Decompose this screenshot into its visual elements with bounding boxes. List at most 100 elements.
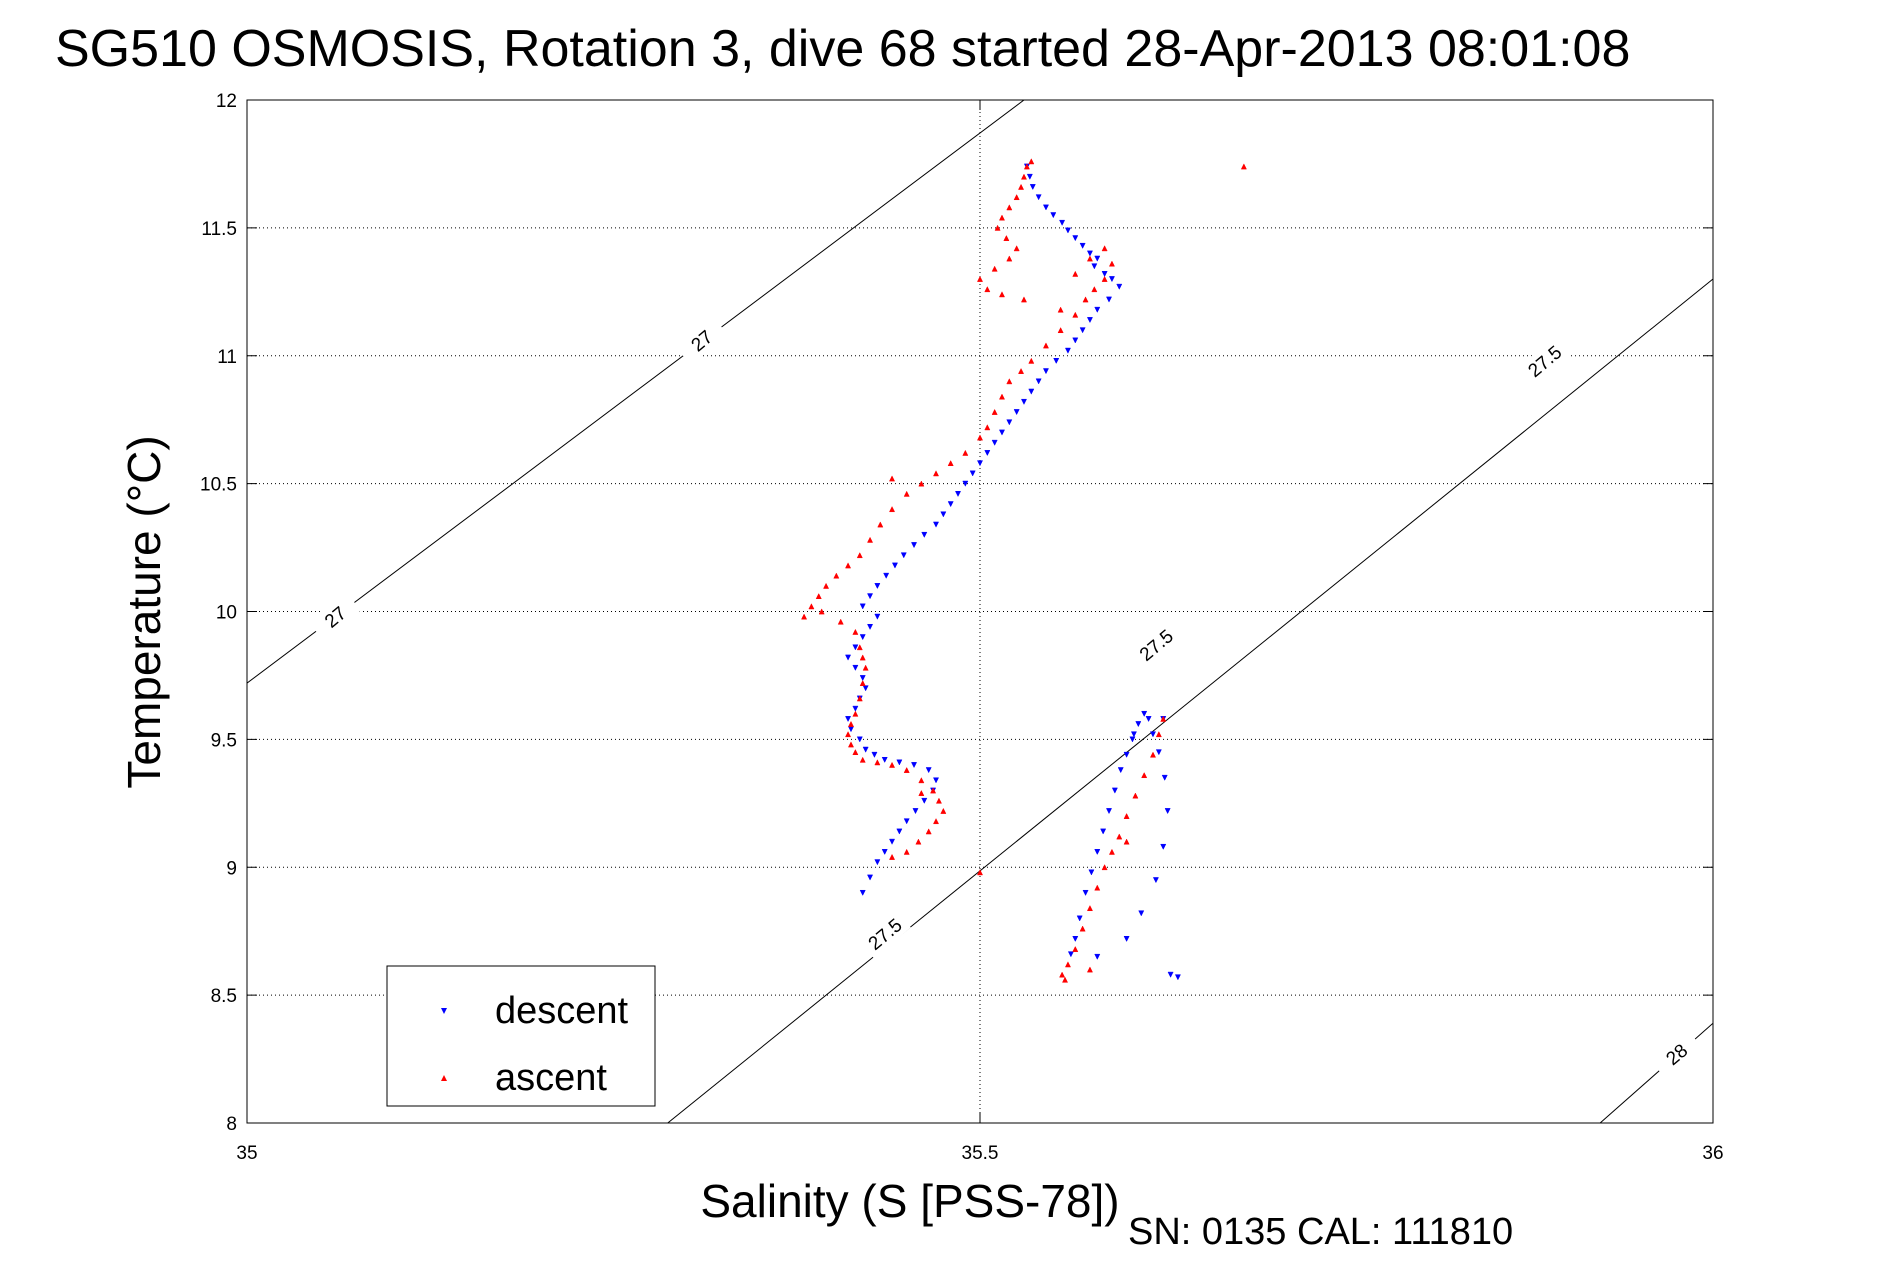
ascent-point: [930, 787, 937, 794]
y-tick-label: 11: [217, 347, 237, 368]
ascent-point: [1116, 833, 1123, 840]
descent-point: [1086, 250, 1093, 257]
isopycnal-line: [247, 100, 1025, 684]
ascent-point: [1059, 971, 1066, 978]
y-tick-label: 10.5: [200, 475, 237, 496]
descent-point: [1094, 849, 1101, 856]
descent-point: [883, 572, 890, 579]
ascent-point: [808, 603, 815, 610]
ascent-point: [889, 761, 896, 768]
descent-point: [1067, 951, 1074, 958]
descent-point: [856, 736, 863, 743]
y-tick-label: 10: [216, 603, 237, 624]
ascent-point: [903, 766, 910, 773]
descent-point: [998, 429, 1005, 436]
ascent-point: [1086, 966, 1093, 973]
ascent-point: [1160, 715, 1167, 722]
ascent-point: [1108, 848, 1115, 855]
legend-box: [386, 965, 656, 1107]
ascent-point: [1086, 905, 1093, 912]
descent-point: [1042, 368, 1049, 375]
x-tick-label: 35.5: [962, 1143, 999, 1164]
descent-point: [1050, 212, 1057, 219]
ascent-point: [1101, 245, 1108, 252]
descent-point: [911, 762, 918, 769]
descent-point: [1072, 936, 1079, 943]
ascent-point: [1101, 275, 1108, 282]
isopycnal-label-bg: [858, 909, 911, 959]
descent-point: [862, 685, 869, 692]
descent-point: [925, 767, 932, 774]
ascent-point: [940, 807, 947, 814]
ascent-point: [1062, 976, 1069, 983]
y-tick-label: 11.5: [201, 219, 237, 240]
ascent-point: [856, 695, 863, 702]
ascent-point: [925, 828, 932, 835]
descent-point: [874, 859, 881, 866]
descent-point: [921, 797, 928, 804]
descent-point: [991, 439, 998, 446]
descent-point: [1106, 296, 1113, 303]
descent-marker-icon: [441, 1008, 447, 1014]
descent-point: [1094, 953, 1101, 960]
ascent-point: [933, 818, 940, 825]
descent-point: [867, 623, 874, 631]
ascent-point: [984, 286, 991, 293]
ascent-point: [947, 460, 954, 467]
ascent-point: [1057, 306, 1064, 313]
ascent-point: [1057, 327, 1064, 334]
descent-point: [1106, 808, 1113, 815]
descent-point: [1064, 347, 1071, 354]
ascent-point: [874, 759, 881, 766]
ascent-point: [962, 449, 969, 456]
descent-point: [1028, 388, 1035, 395]
ascent-point: [852, 628, 859, 635]
descent-point: [889, 838, 896, 845]
ascent-point: [1132, 792, 1139, 799]
descent-point: [1161, 774, 1168, 781]
ascent-point: [1155, 731, 1162, 738]
descent-point: [911, 542, 918, 549]
descent-point: [1111, 787, 1118, 794]
descent-point: [871, 751, 878, 758]
ascent-point: [1072, 270, 1079, 277]
descent-point: [1094, 255, 1101, 262]
descent-point: [1129, 736, 1136, 743]
isopycnal-line: [667, 278, 1713, 1123]
descent-point: [859, 634, 866, 641]
ascent-point: [1141, 772, 1148, 779]
ascent-point: [823, 582, 830, 589]
legend-descent-label: descent: [495, 990, 629, 1032]
ascent-point: [1003, 234, 1010, 241]
ascent-point: [1006, 204, 1013, 211]
descent-point: [969, 470, 976, 477]
ascent-point: [935, 797, 942, 804]
ascent-point: [994, 224, 1001, 231]
descent-point: [1149, 731, 1156, 738]
ascent-point: [998, 291, 1005, 298]
y-axis-label: Temperature (°C): [118, 435, 170, 788]
ascent-point: [1123, 812, 1130, 819]
ascent-point: [889, 853, 896, 860]
descent-point: [1138, 910, 1145, 917]
descent-point: [1160, 843, 1167, 850]
descent-point: [1116, 283, 1123, 290]
descent-point: [881, 849, 888, 856]
x-tick-label: 36: [1702, 1143, 1723, 1164]
ascent-point: [1064, 961, 1071, 968]
ascent-point: [1013, 245, 1020, 252]
ascent-point: [1006, 378, 1013, 385]
descent-point: [940, 511, 947, 518]
ascent-point: [852, 749, 859, 756]
ascent-point: [833, 572, 840, 579]
descent-point: [1130, 731, 1137, 738]
ascent-point: [1082, 296, 1089, 303]
descent-point: [1094, 306, 1101, 313]
descent-point: [976, 460, 984, 467]
ascent-point: [1091, 286, 1098, 293]
descent-point: [947, 501, 954, 508]
descent-point: [933, 521, 940, 528]
ascent-point: [1101, 864, 1108, 871]
descent-point: [962, 480, 969, 487]
y-tick-label: 8: [226, 1114, 237, 1135]
